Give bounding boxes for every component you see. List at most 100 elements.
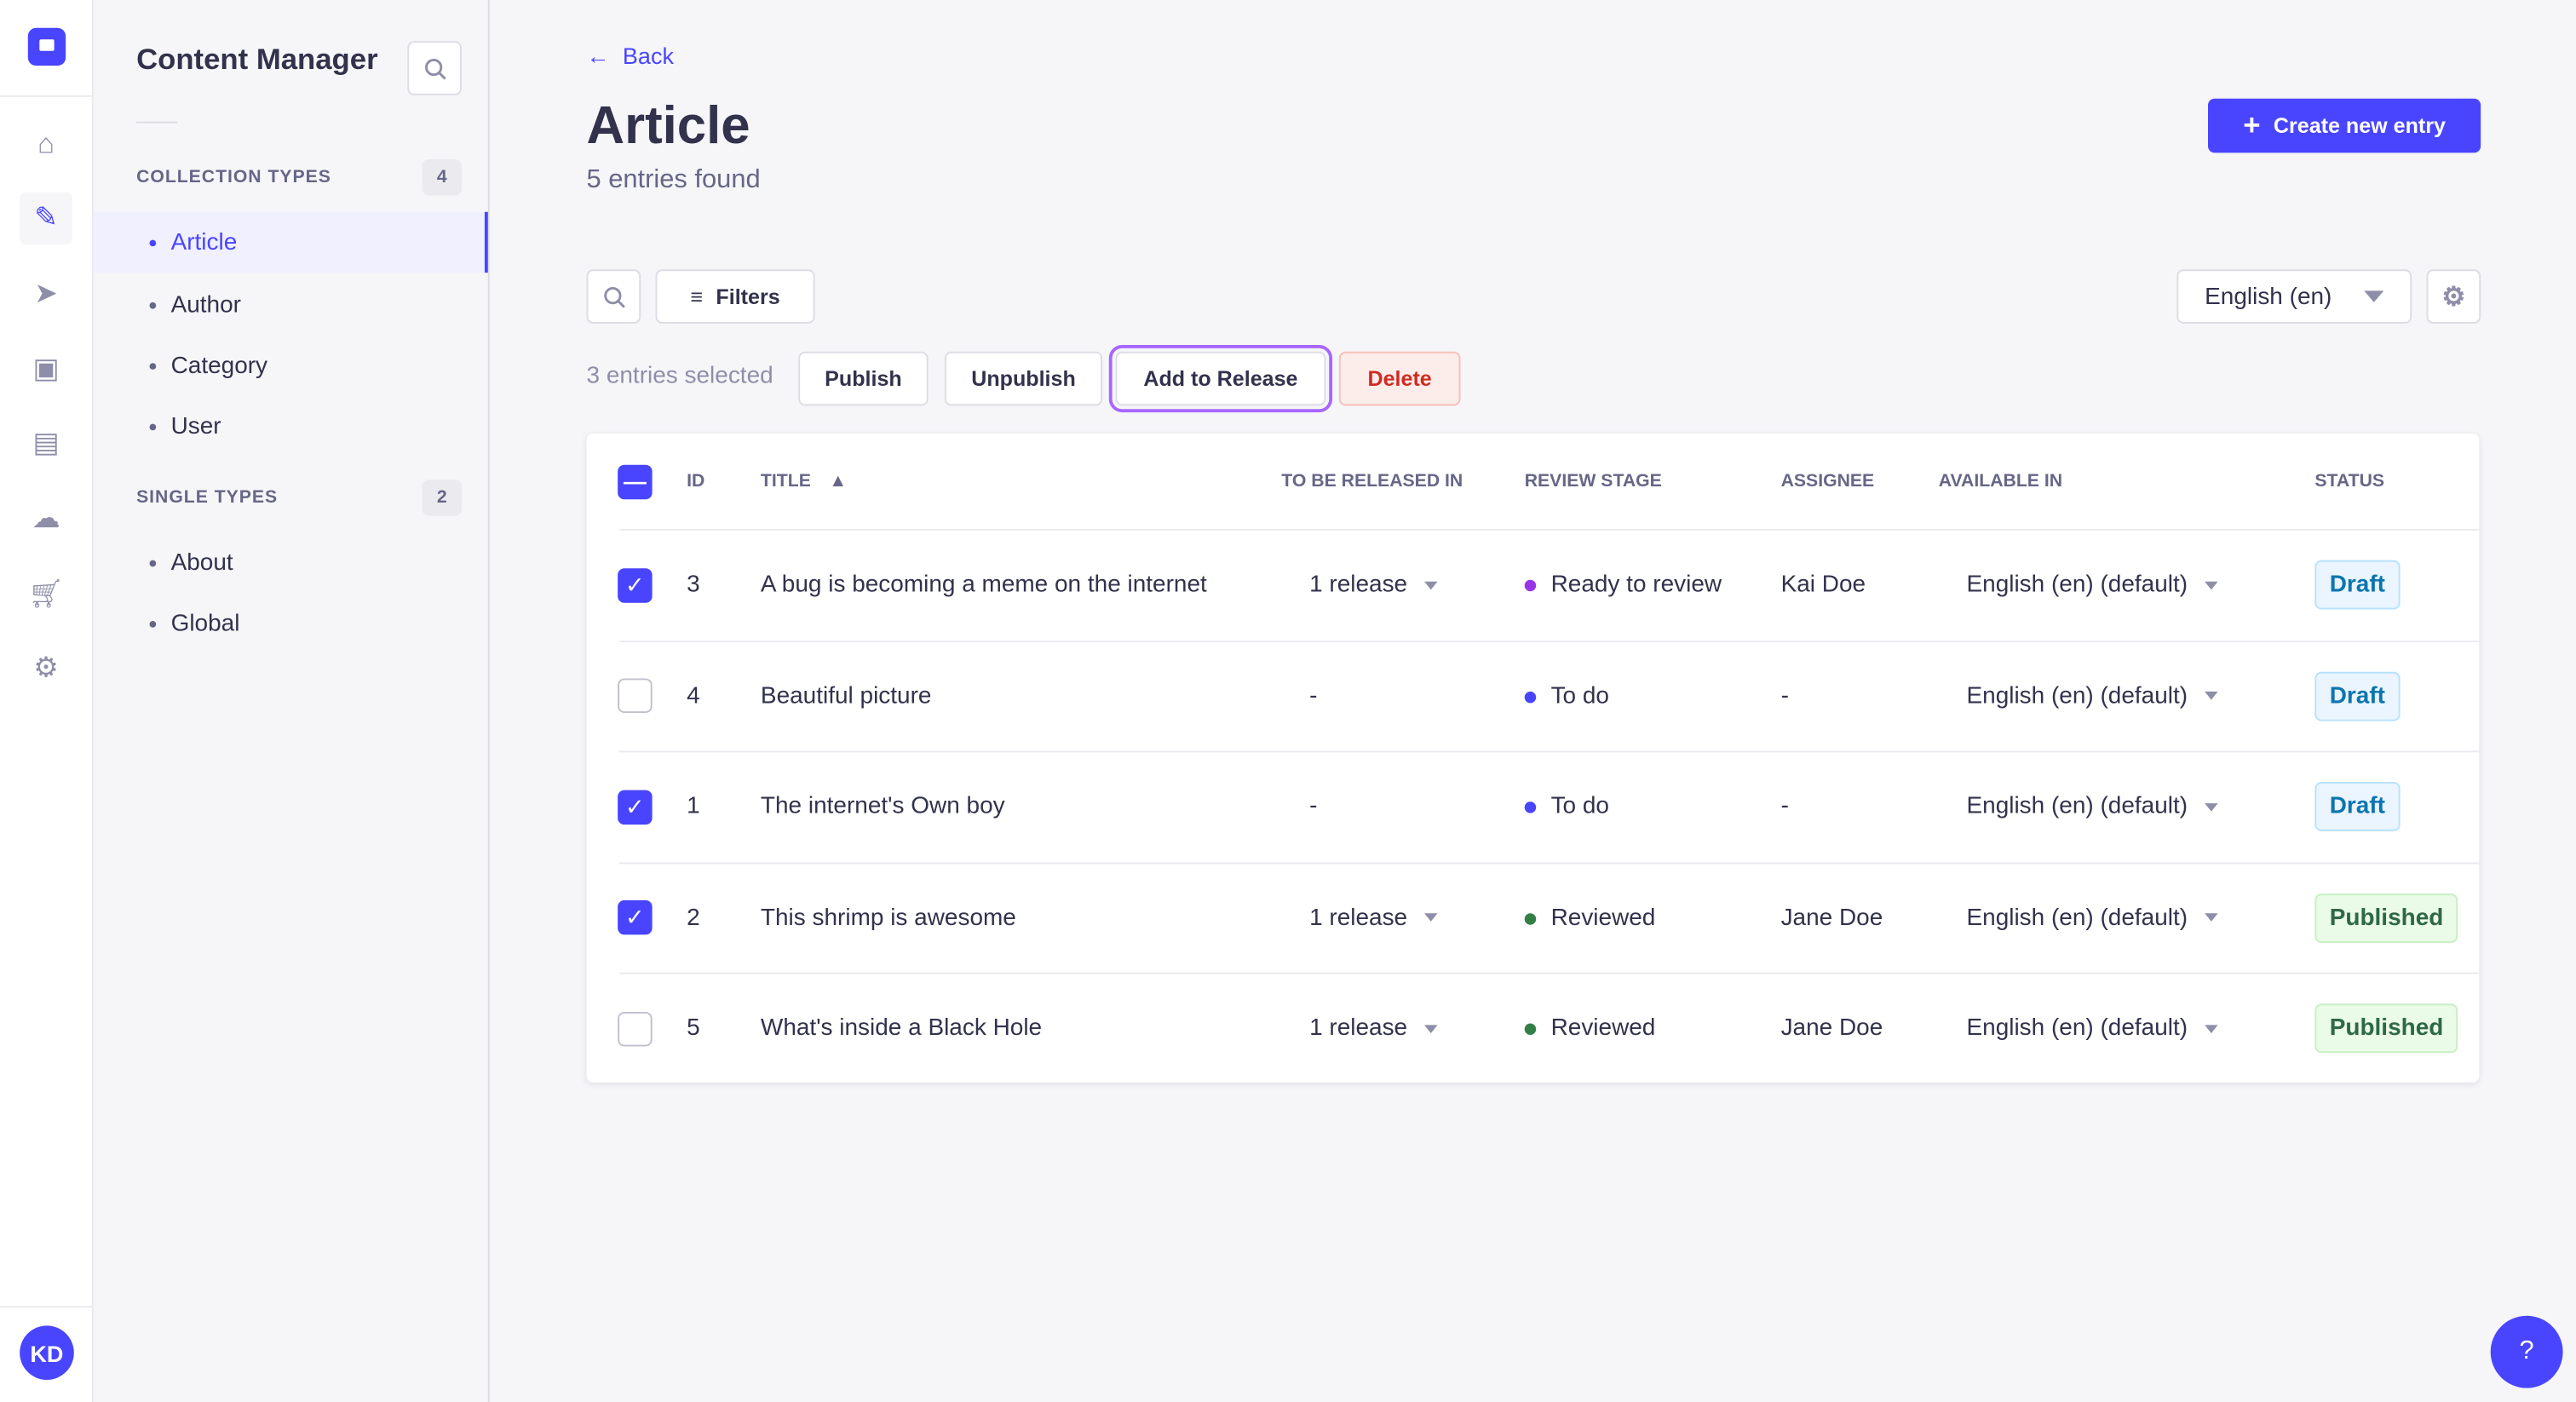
chevron-down-icon [1423, 913, 1437, 922]
nav-item-about[interactable]: About [94, 532, 488, 593]
publish-button[interactable]: Publish [798, 351, 929, 406]
nav-label: About [170, 549, 233, 576]
divider [0, 95, 94, 97]
locale-value: English (en) [2205, 283, 2332, 310]
feather-icon[interactable]: ✎ [20, 192, 72, 245]
header-stage[interactable]: REVIEW STAGE [1524, 471, 1662, 491]
media-icon[interactable]: ▣ [32, 353, 60, 385]
cell-title: This shrimp is awesome [760, 904, 1016, 931]
chevron-down-icon [2204, 692, 2217, 700]
locale-select[interactable]: English (en) [2176, 269, 2412, 324]
row-checkbox[interactable]: ✓ [618, 567, 653, 602]
cell-title: A bug is becoming a meme on the internet [760, 572, 1207, 598]
main-nav: ⌂ ✎ ➤ ▣ ▤ ☁ 🛒︎ ⚙ KD [0, 0, 94, 1402]
table-row[interactable]: ✓ 2 This shrimp is awesome 1 release Rev… [618, 861, 2480, 972]
nav-item-category[interactable]: Category [94, 335, 488, 395]
gear-icon: ⚙ [2441, 283, 2466, 312]
cell-id: 4 [687, 682, 700, 710]
avatar[interactable]: KD [20, 1325, 74, 1380]
panel-search-button[interactable] [407, 41, 462, 95]
layout-icon[interactable]: ▤ [32, 427, 60, 459]
nav-label: Author [170, 291, 241, 319]
delete-button[interactable]: Delete [1338, 351, 1461, 406]
chevron-down-icon [2204, 913, 2217, 922]
cell-available[interactable]: English (en) (default) [1966, 1015, 2217, 1042]
table-row[interactable]: 5 What's inside a Black Hole 1 release R… [618, 972, 2480, 1083]
stage-value: To do [1550, 793, 1610, 820]
nav-item-global[interactable]: Global [94, 593, 488, 653]
available-value: English (en) (default) [1966, 1014, 2188, 1042]
unpublish-button[interactable]: Unpublish [944, 351, 1103, 406]
nav-label: Article [170, 229, 238, 256]
header-assignee[interactable]: ASSIGNEE [1780, 471, 1875, 491]
create-label: Create new entry [2273, 113, 2446, 138]
help-button[interactable]: ? [2490, 1315, 2563, 1388]
filter-icon: ≡ [690, 284, 704, 309]
row-checkbox[interactable] [618, 678, 653, 713]
table-row[interactable]: ✓ 3 A bug is becoming a meme on the inte… [618, 528, 2480, 639]
panel-title: Content Manager [136, 43, 378, 76]
cell-release[interactable]: 1 release [1309, 905, 1437, 931]
add-to-release-button[interactable]: Add to Release [1108, 344, 1333, 413]
cell-title: Beautiful picture [760, 682, 932, 710]
header-title[interactable]: TITLE ▲ [761, 471, 847, 491]
table-row[interactable]: ✓ 1 The internet's Own boy - To do - Eng… [618, 750, 2480, 860]
stage-dot-icon [1524, 579, 1537, 592]
chevron-down-icon [2364, 290, 2384, 302]
settings-button[interactable]: ⚙ [2426, 269, 2481, 324]
nav-label: Global [170, 610, 240, 637]
cell-release[interactable]: 1 release [1309, 572, 1437, 598]
nav-item-user[interactable]: User [94, 396, 488, 457]
bullet-icon [149, 559, 157, 566]
chevron-down-icon [1423, 1024, 1437, 1033]
cell-stage: To do [1524, 793, 1610, 820]
stage-dot-icon [1524, 1023, 1537, 1035]
single-types-label: SINGLE TYPES [136, 487, 279, 508]
back-link[interactable]: ← Back [586, 43, 673, 69]
cell-stage: Reviewed [1524, 905, 1655, 931]
bullet-icon [149, 238, 157, 246]
cloud-icon[interactable]: ☁ [32, 503, 60, 534]
cell-assignee: Kai Doe [1780, 572, 1866, 598]
cell-assignee: - [1780, 682, 1789, 710]
create-entry-button[interactable]: + Create new entry [2207, 98, 2481, 153]
cart-icon[interactable]: 🛒︎ [28, 577, 64, 610]
cell-available[interactable]: English (en) (default) [1966, 572, 2217, 598]
row-checkbox[interactable]: ✓ [618, 789, 653, 825]
cell-available[interactable]: English (en) (default) [1966, 905, 2217, 931]
home-icon[interactable]: ⌂ [37, 128, 55, 160]
select-all-checkbox[interactable]: — [618, 463, 653, 499]
header-release[interactable]: TO BE RELEASED IN [1281, 471, 1463, 491]
header-available[interactable]: AVAILABLE IN [1938, 471, 2063, 491]
search-button[interactable] [586, 269, 641, 324]
collection-count: 4 [422, 159, 462, 196]
cell-available[interactable]: English (en) (default) [1966, 793, 2217, 819]
gear-icon[interactable]: ⚙ [33, 652, 59, 684]
bullet-icon [149, 422, 157, 430]
stage-value: To do [1550, 682, 1610, 710]
row-checkbox[interactable] [618, 1011, 653, 1046]
cell-stage: Ready to review [1524, 572, 1722, 598]
strapi-logo[interactable] [27, 27, 66, 66]
filters-button[interactable]: ≡ Filters [655, 269, 815, 324]
header-id[interactable]: ID [687, 471, 705, 491]
status-badge: Draft [2314, 670, 2401, 721]
entries-table: — ID TITLE ▲ TO BE RELEASED IN REVIEW ST… [586, 434, 2480, 1083]
nav-item-article[interactable]: Article [93, 211, 488, 273]
header-status[interactable]: STATUS [2314, 471, 2385, 491]
nav-item-author[interactable]: Author [94, 274, 488, 335]
sort-up-icon: ▲ [829, 471, 848, 491]
search-icon [603, 286, 624, 307]
table-row[interactable]: 4 Beautiful picture - To do - English (e… [618, 640, 2480, 750]
chevron-down-icon [1423, 581, 1437, 589]
plus-icon: + [2243, 108, 2261, 141]
cell-release[interactable]: 1 release [1309, 1015, 1437, 1042]
chevron-down-icon [2204, 1024, 2217, 1033]
release-value: 1 release [1309, 572, 1408, 598]
cell-available[interactable]: English (en) (default) [1966, 682, 2217, 709]
send-icon[interactable]: ➤ [34, 277, 58, 309]
table-header: — ID TITLE ▲ TO BE RELEASED IN REVIEW ST… [586, 434, 2479, 529]
collection-types-label: COLLECTION TYPES [136, 167, 331, 187]
back-label: Back [622, 43, 674, 69]
row-checkbox[interactable]: ✓ [618, 899, 653, 935]
